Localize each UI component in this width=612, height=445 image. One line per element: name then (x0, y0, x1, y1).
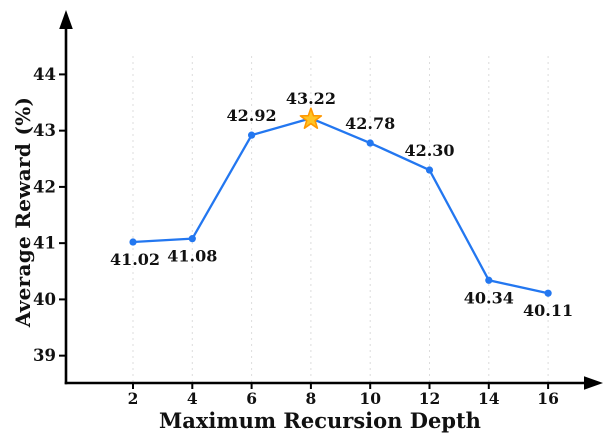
data-point-14 (485, 276, 493, 284)
x-tick-label-4: 4 (187, 389, 198, 408)
x-tick-label-6: 6 (246, 389, 257, 408)
data-label-4: 41.08 (167, 247, 217, 266)
data-line (131, 117, 550, 295)
data-label-16: 40.11 (523, 301, 573, 320)
y-tick-label-42: 42 (33, 177, 56, 196)
x-tick-label-12: 12 (419, 389, 441, 408)
data-point-4 (188, 235, 196, 243)
data-label-14: 40.34 (464, 288, 514, 307)
peak-star-marker (299, 107, 323, 129)
y-axis-arrow (59, 10, 73, 29)
y-tick-label-43: 43 (33, 121, 56, 140)
x-tick-label-2: 2 (128, 389, 139, 408)
x-tick-label-8: 8 (306, 389, 317, 408)
y-tick-label-44: 44 (33, 65, 56, 84)
data-label-6: 42.92 (227, 106, 277, 125)
x-tick-label-14: 14 (478, 389, 500, 408)
y-tick-label-40: 40 (33, 290, 56, 309)
x-axis-title: Maximum Recursion Depth (159, 408, 481, 433)
data-point-12 (425, 166, 434, 174)
data-label-10: 42.78 (345, 114, 395, 133)
data-point-2 (129, 238, 137, 246)
y-tick-label-39: 39 (33, 346, 56, 365)
data-point-10 (366, 139, 374, 147)
x-tick-label-16: 16 (537, 389, 559, 408)
y-tick-label-41: 41 (33, 234, 56, 253)
y-axis-title: Average Reward (%) (11, 96, 35, 328)
data-label-12: 42.30 (404, 141, 454, 160)
x-tick-label-10: 10 (359, 389, 381, 408)
data-label-2: 41.02 (110, 250, 160, 269)
data-point-16 (544, 289, 552, 297)
x-axis-arrow (584, 376, 603, 390)
data-point-6 (248, 131, 256, 139)
data-label-8: 43.22 (286, 89, 336, 108)
